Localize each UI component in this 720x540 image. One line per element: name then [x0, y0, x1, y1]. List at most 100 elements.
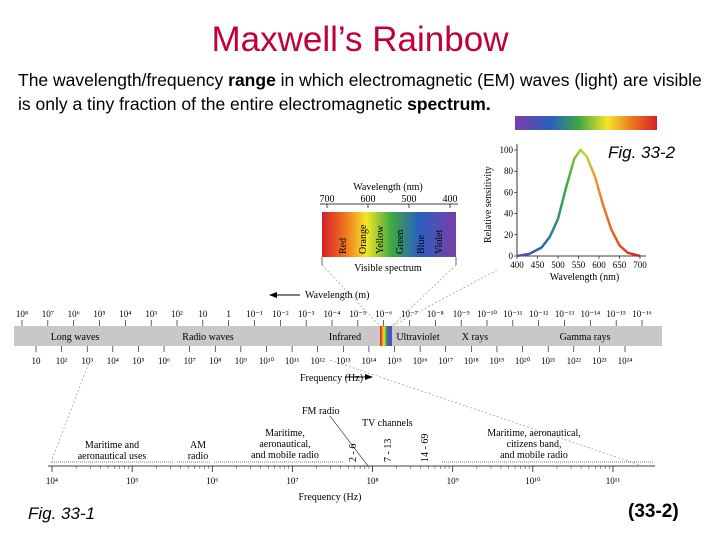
fm-radio-label: FM radio	[302, 406, 340, 417]
wavelength-tick-label: 10⁵	[93, 309, 105, 319]
frequency-tick-label: 10⁹	[235, 356, 247, 366]
frequency-tick-label: 10¹⁶	[413, 356, 428, 366]
sensitivity-curve	[516, 148, 641, 258]
wavelength-tick-label: 10²	[171, 309, 183, 319]
sens-x-tick-label: 500	[551, 260, 565, 270]
visible-color-name: Violet	[434, 229, 445, 254]
tv-channels-label: TV channels	[362, 418, 413, 429]
radio-tick-label: 10⁷	[286, 476, 298, 486]
radio-freq-ticks: 10⁴ 10⁵ 10⁶ 10⁷ 10⁸ 10⁹ 10¹⁰ 10¹¹	[46, 466, 621, 486]
sens-y-tick-label: 80	[504, 166, 514, 176]
band-name: Gamma rays	[560, 332, 611, 343]
band-name: Radio waves	[182, 332, 233, 343]
radio-tick-label: 10⁸	[367, 476, 379, 486]
frequency-tick-label: 10¹⁴	[361, 356, 376, 366]
frequency-tick-label: 10¹³	[336, 356, 351, 366]
wavelength-tick-label: 10⁻¹⁵	[606, 309, 626, 319]
wavelength-tick-label: 10⁻⁴	[324, 309, 341, 319]
wavelength-tick-label: 10⁻¹⁰	[477, 309, 497, 319]
intro-part2: in which electromagnetic (EM) waves (lig…	[18, 70, 702, 114]
wavelength-tick-label: 10⁻¹¹	[503, 309, 522, 319]
visible-slice	[380, 326, 392, 346]
frequency-tick-label: 10¹¹	[285, 356, 300, 366]
visible-spectrum-band	[322, 212, 456, 257]
wavelength-tick-label: 10⁷	[42, 309, 54, 319]
radio-tick-label: 10¹⁰	[525, 476, 541, 486]
wavelength-tick-label: 10⁻²	[272, 309, 289, 319]
wavelength-tick-label: 10⁻¹⁴	[581, 309, 601, 319]
visible-color-name: Yellow	[375, 225, 386, 254]
wavelength-tick-label: 10⁻¹	[246, 309, 263, 319]
sens-y-label: Relative sensitivity	[483, 166, 494, 243]
wavelength-tick-label: 10⁻⁸	[427, 309, 444, 319]
wavelength-tick-label: 10⁴	[119, 309, 131, 319]
frequency-tick-label: 10²⁴	[618, 356, 633, 366]
frequency-tick-label: 10¹⁷	[438, 356, 453, 366]
radio-tick-label: 10⁴	[46, 476, 58, 486]
intro-bold-range: range	[228, 70, 276, 90]
wavelength-tick-label: 10⁻³	[298, 309, 315, 319]
equation-number: (33-2)	[628, 501, 679, 522]
tv-channel-ranges: 2 - 6 7 - 13 14 - 69	[329, 415, 431, 467]
wavelength-tick-label: 10⁻⁵	[349, 309, 366, 319]
frequency-tick-label: 10³	[81, 356, 93, 366]
frequency-tick-label: 10²²	[567, 356, 582, 366]
radio-tick-label: 10⁵	[126, 476, 138, 486]
wavelength-tick-label: 10⁸	[16, 309, 28, 319]
tv-range: 14 - 69	[420, 434, 431, 462]
visible-color-name: Blue	[416, 235, 427, 254]
radio-services: Maritime and aeronautical uses AM radio Mari…	[52, 428, 653, 463]
sens-x-tick-label: 600	[592, 260, 606, 270]
sens-x-label: Wavelength (nm)	[550, 272, 619, 283]
radio-service: AM radio	[188, 440, 209, 462]
wavelength-tick-label: 10⁻¹³	[555, 309, 574, 319]
frequency-tick-label: 10²⁰	[515, 356, 531, 366]
visible-tick-label: 600	[361, 194, 376, 205]
frequency-tick-label: 10⁴	[107, 356, 119, 366]
sens-x-tick-label: 400	[510, 260, 524, 270]
sens-y-tick-label: 0	[509, 251, 514, 261]
wavelength-m-label: Wavelength (m)	[305, 290, 369, 301]
frequency-tick-label: 10	[32, 356, 42, 366]
visible-color-name: Red	[338, 238, 349, 254]
visible-tick-label: 700	[320, 194, 335, 205]
visible-color-name: Green	[395, 230, 406, 254]
band-names: Long waves Radio waves Infrared Ultraviolet…	[51, 332, 611, 343]
frequency-tick-label: 10¹⁹	[490, 356, 505, 366]
wavelength-tick-label: 10³	[145, 309, 157, 319]
frequency-tick-label: 10²³	[592, 356, 607, 366]
wavelength-tick-label: 10	[198, 309, 208, 319]
wavelength-tick-label: 10⁻¹⁶	[632, 309, 652, 319]
intro-bold-spectrum: spectrum.	[407, 94, 491, 114]
radio-service: Maritime, aeronautical, citizens band, and…	[487, 428, 581, 461]
frequency-tick-label: 10¹²	[310, 356, 325, 366]
visible-spectrum-label: Visible spectrum	[354, 263, 422, 274]
frequency-tick-label: 10⁸	[209, 356, 221, 366]
sens-y-tick-label: 100	[500, 145, 514, 155]
sens-x-tick-label: 550	[572, 260, 586, 270]
sens-y-tick-label: 60	[504, 187, 514, 197]
top-rainbow-strip	[515, 116, 657, 130]
radio-tick-label: 10¹¹	[606, 476, 621, 486]
visible-tick-label: 500	[402, 194, 417, 205]
sensitivity-chart: 0 20 40 60 80 100 400 450 500 550 600 650 700 Wavelen…	[391, 144, 647, 327]
frequency-tick-label: 10²¹	[541, 356, 556, 366]
visible-color-names: Red Orange Yellow Green Blue Violet	[338, 224, 445, 254]
wavelength-ticks: 10⁸ 10⁷ 10⁶ 10⁵ 10⁴ 10³ 10² 10 1 10⁻¹ 10⁻² 10⁻³ 10⁻⁴…	[16, 309, 652, 326]
sens-y-tick-label: 20	[504, 230, 514, 240]
wavelength-tick-label: 10⁻¹²	[529, 309, 548, 319]
frequency-tick-label: 10¹⁸	[464, 356, 479, 366]
tv-range: 7 - 13	[383, 439, 394, 462]
radio-tick-label: 10⁶	[206, 476, 218, 486]
frequency-ticks: 10 10² 10³ 10⁴ 10⁵ 10⁶ 10⁷ 10⁸ 10⁹ 10¹⁰ 10¹¹ 10¹² 10…	[32, 346, 633, 366]
band-name: Long waves	[51, 332, 100, 343]
wavelength-tick-label: 10⁻⁷	[401, 309, 418, 319]
band-bar	[14, 326, 662, 346]
visible-color-name: Orange	[358, 224, 369, 254]
radio-frequency-label: Frequency (Hz)	[298, 492, 361, 503]
intro-text: The wavelength/frequency range in which …	[18, 68, 708, 116]
intro-part1: The wavelength/frequency	[18, 70, 229, 90]
wavelength-tick-label: 10⁶	[68, 309, 80, 319]
radio-service: Maritime and aeronautical uses	[78, 440, 147, 462]
